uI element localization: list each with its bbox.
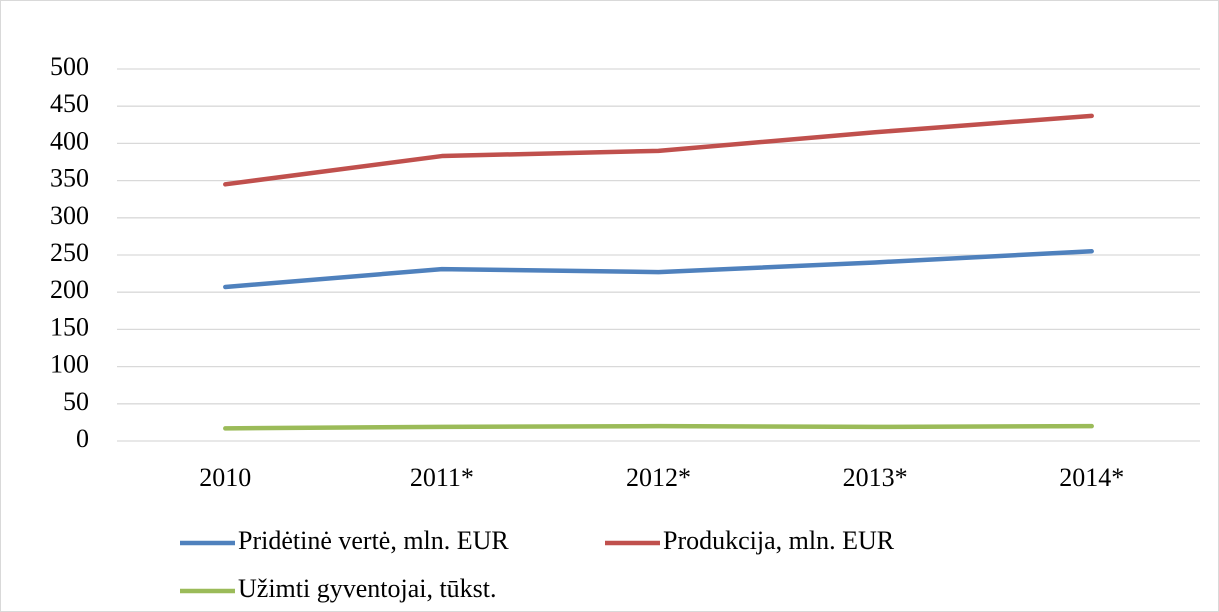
legend-label: Pridėtinė vertė, mln. EUR	[238, 526, 509, 555]
series-line	[223, 423, 1094, 431]
y-tick-label: 400	[50, 126, 89, 155]
y-tick-label: 500	[50, 52, 89, 81]
y-tick-label: 250	[50, 238, 89, 267]
y-tick-label: 300	[50, 201, 89, 230]
y-tick-label: 350	[50, 164, 89, 193]
y-tick-label: 150	[50, 312, 89, 341]
x-tick-label: 2011*	[410, 463, 474, 492]
y-tick-label: 450	[50, 89, 89, 118]
series-line	[223, 113, 1094, 187]
legend-label: Užimti gyventojai, tūkst.	[238, 574, 497, 603]
legend-label: Produkcija, mln. EUR	[663, 526, 895, 555]
series-line	[223, 249, 1094, 290]
x-tick-label: 2012*	[626, 463, 691, 492]
x-tick-label: 2013*	[843, 463, 908, 492]
x-tick-label: 2014*	[1059, 463, 1124, 492]
y-tick-label: 200	[50, 275, 89, 304]
y-tick-label: 50	[63, 387, 89, 416]
y-tick-label: 100	[50, 350, 89, 379]
x-tick-label: 2010	[199, 463, 251, 492]
y-tick-label: 0	[76, 424, 89, 453]
